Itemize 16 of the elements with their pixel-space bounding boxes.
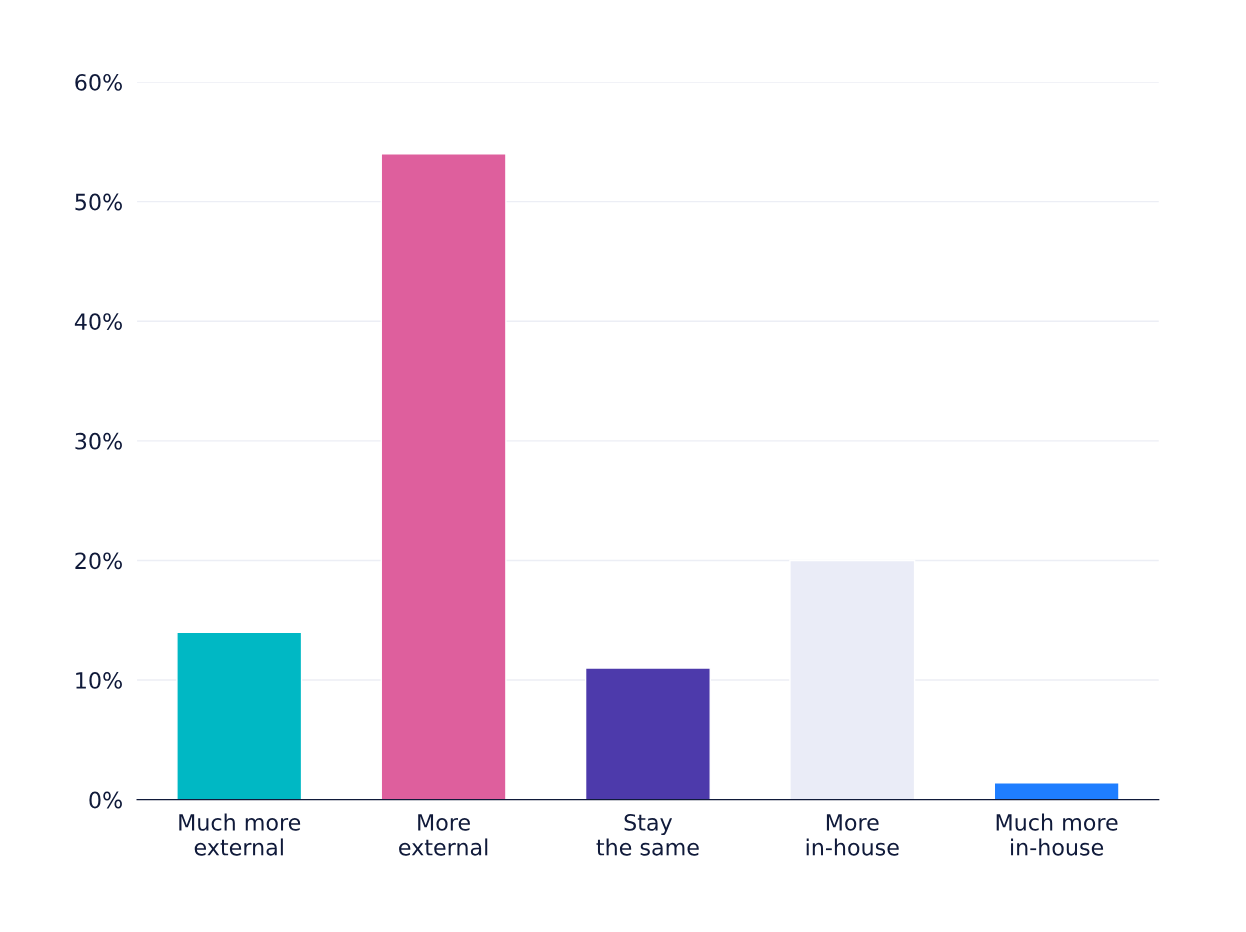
y-tick-label: 40% xyxy=(74,313,122,330)
x-tick-label: More in-house xyxy=(806,814,899,856)
y-tick-label: 30% xyxy=(75,432,122,450)
x-tick-label: Much more in-house xyxy=(996,813,1118,856)
x-tick-label: More external xyxy=(399,814,488,856)
y-tick-label: 50% xyxy=(75,193,122,211)
y-tick-label: 0% xyxy=(89,791,122,809)
bar xyxy=(380,153,507,800)
bar xyxy=(584,667,711,800)
y-tick-label: 20% xyxy=(75,552,122,570)
bar xyxy=(993,782,1120,800)
y-tick-label: 10% xyxy=(76,672,122,689)
y-tick-label: 60% xyxy=(75,73,122,91)
x-tick-label: Stay the same xyxy=(596,813,699,856)
x-tick-label: Much more external xyxy=(179,813,301,856)
bar xyxy=(176,631,303,800)
